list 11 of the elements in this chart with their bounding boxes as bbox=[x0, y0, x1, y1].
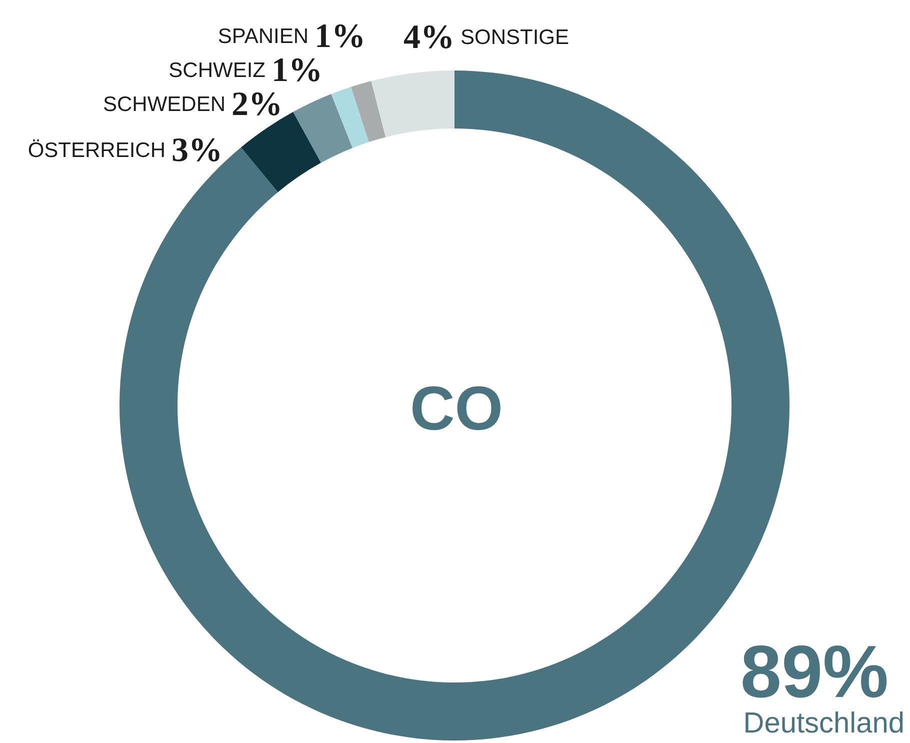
text: CO bbox=[410, 374, 503, 444]
data-label: 1% bbox=[314, 18, 366, 55]
data-label: 3% bbox=[172, 132, 222, 169]
slice-label: SCHWEDEN bbox=[102, 93, 226, 116]
slice-label: SPANIEN bbox=[218, 25, 309, 48]
data-label: 2% bbox=[232, 86, 282, 123]
slice-label: ÖSTERREICH bbox=[28, 139, 166, 162]
slice-label: SCHWEIZ bbox=[168, 59, 266, 82]
slice-label: SONSTIGE bbox=[460, 26, 570, 49]
data-label: 1% bbox=[272, 52, 322, 89]
data-label: 4% bbox=[404, 19, 454, 56]
